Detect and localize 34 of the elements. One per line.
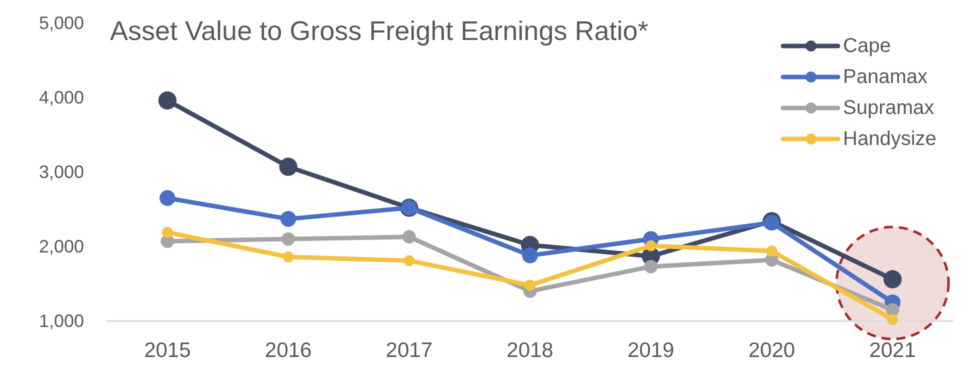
point	[404, 255, 415, 266]
x-tick-label: 2021	[869, 339, 916, 362]
legend-label: Handysize	[843, 128, 936, 150]
point	[162, 226, 173, 238]
point	[160, 190, 176, 206]
point	[158, 91, 177, 110]
x-tick-label: 2016	[264, 339, 312, 362]
chart-title: Asset Value to Gross Freight Earnings Ratio*	[110, 16, 649, 46]
x-tick-label: 2019	[628, 339, 674, 362]
point	[644, 260, 658, 274]
point	[524, 280, 536, 291]
point	[522, 248, 538, 264]
point	[645, 240, 656, 252]
point	[883, 270, 902, 288]
y-tick-label: 1,000	[38, 311, 84, 331]
point	[282, 251, 294, 262]
point	[282, 232, 295, 246]
legend-label: Cape	[843, 35, 891, 57]
legend-label: Supramax	[843, 97, 934, 119]
point	[887, 314, 898, 326]
x-tick-label: 2018	[506, 339, 554, 362]
y-tick-label: 2,000	[38, 236, 84, 256]
y-tick-label: 5,000	[38, 13, 84, 33]
y-tick-label: 4,000	[38, 88, 84, 108]
point	[766, 245, 778, 256]
point	[402, 230, 416, 244]
x-tick-label: 2017	[386, 339, 432, 362]
x-tick-label: 2015	[144, 339, 191, 362]
point	[886, 303, 900, 317]
legend-label: Panamax	[843, 66, 928, 88]
point	[279, 158, 298, 176]
y-tick-label: 3,000	[38, 162, 84, 182]
point	[280, 211, 296, 227]
x-tick-label: 2020	[748, 339, 796, 362]
